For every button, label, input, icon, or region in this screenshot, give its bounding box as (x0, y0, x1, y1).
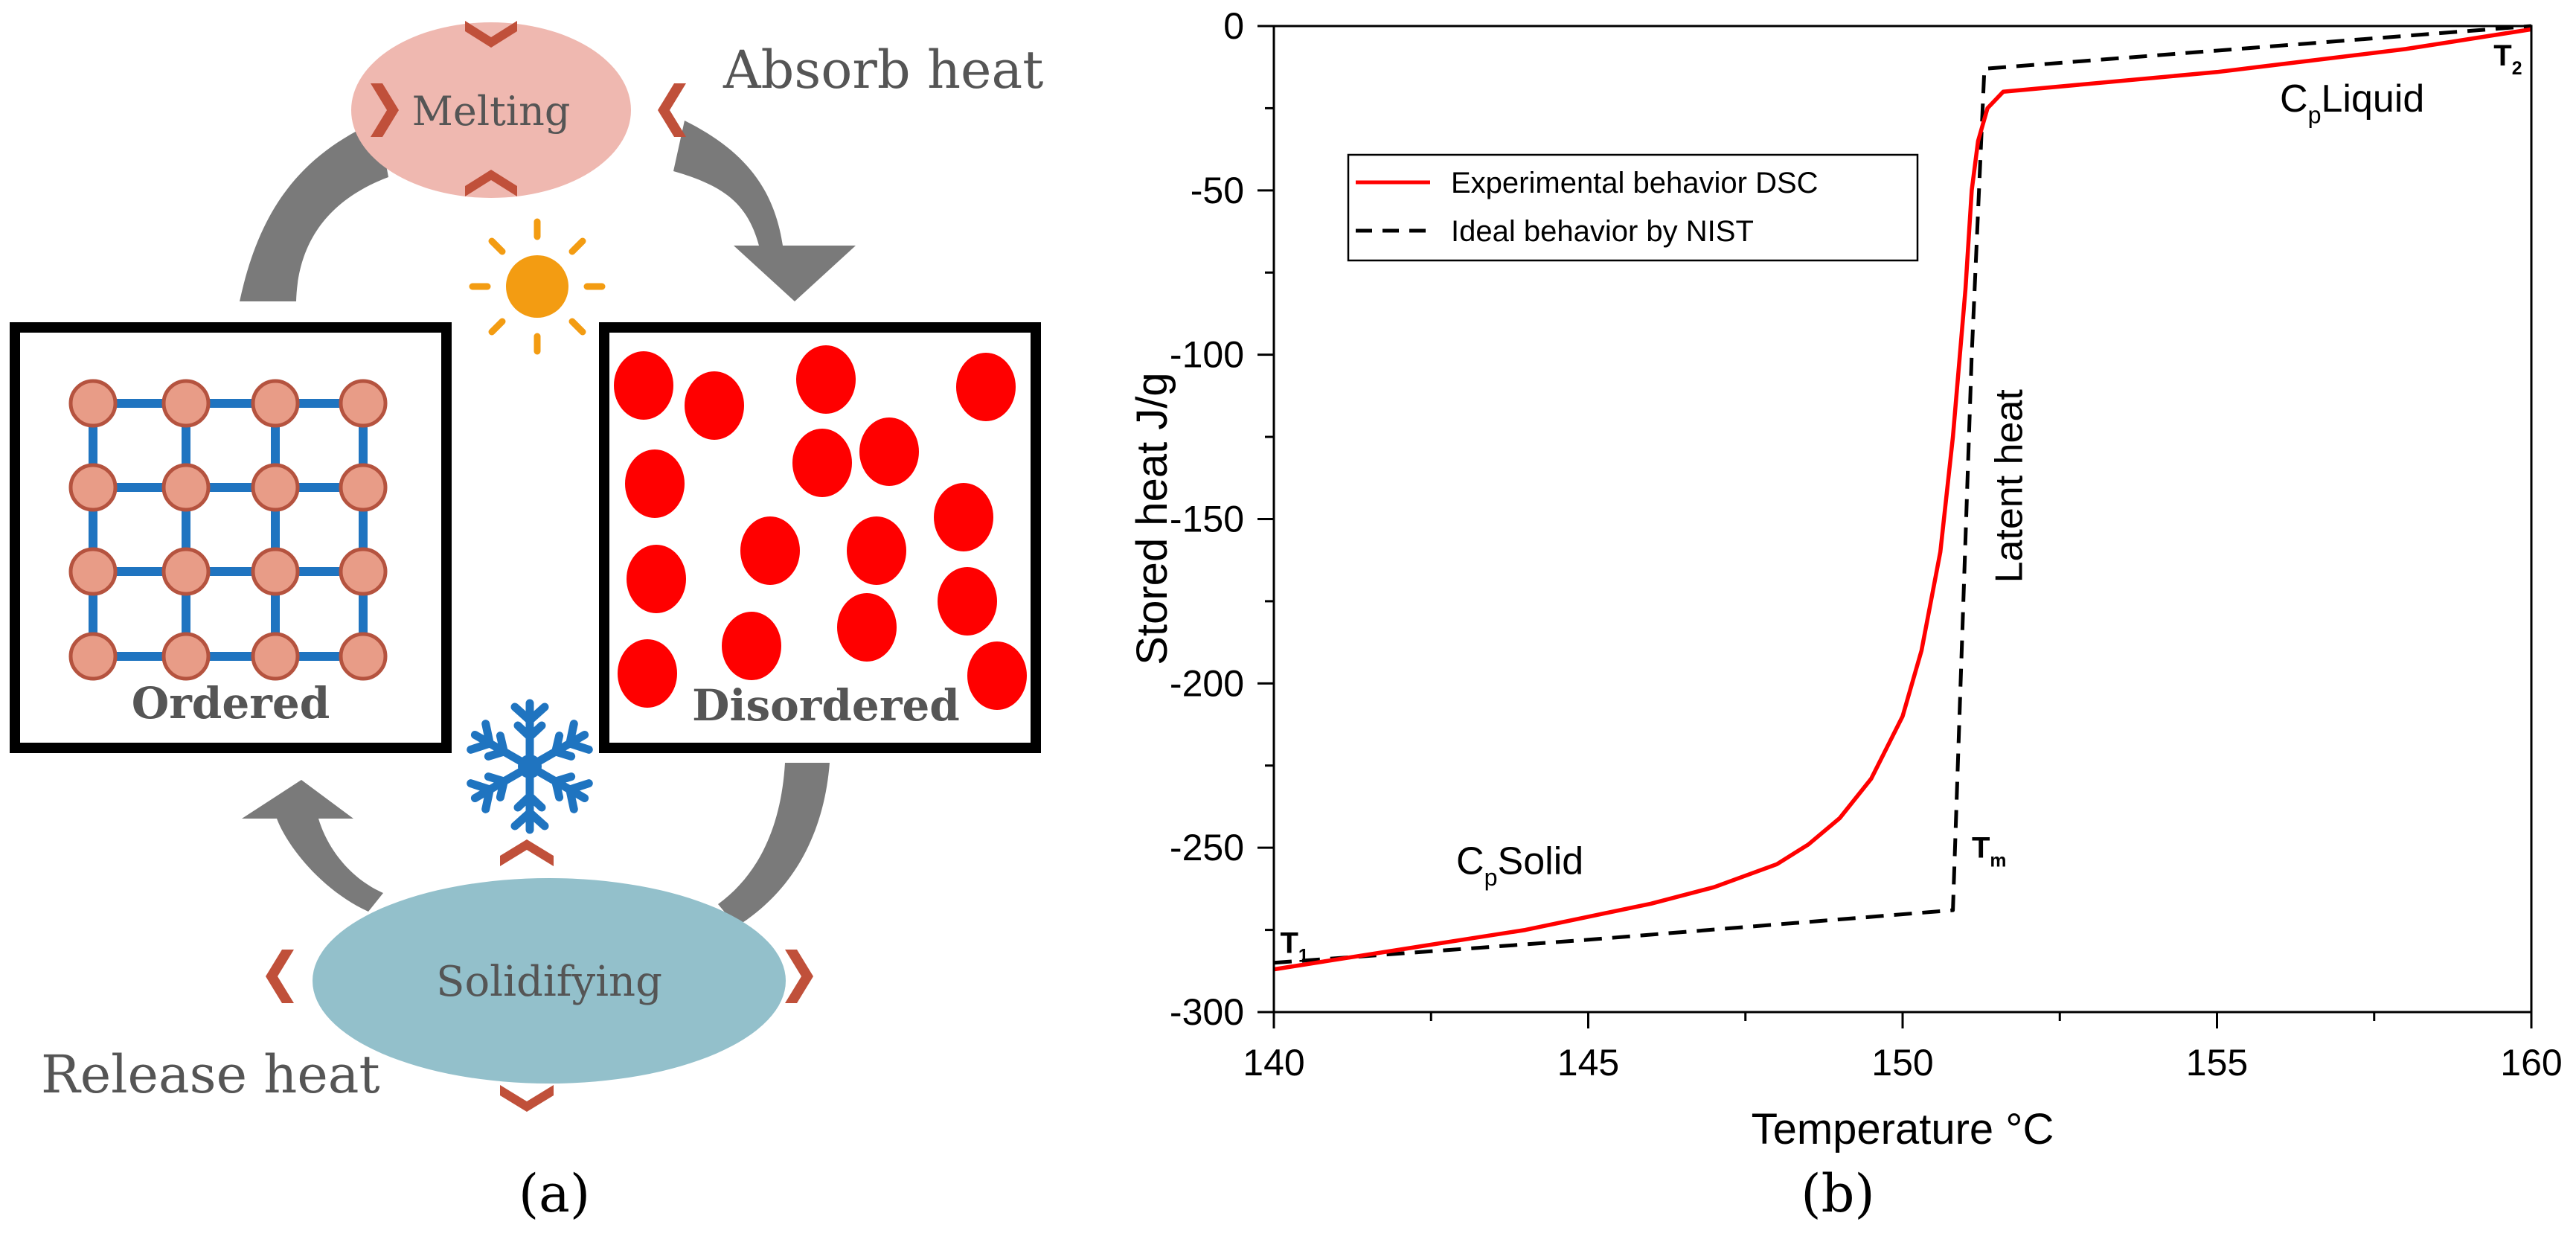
chart-annotations: T1 T2 Tm CpSolid CpLiquid Latent heat (1280, 39, 2522, 967)
particle (722, 612, 781, 680)
y-axis-label: Stored heat J/g (1128, 372, 1176, 665)
legend-label-experimental: Experimental behavior DSC (1451, 167, 1819, 199)
particle (627, 545, 686, 613)
caption-b: (b) (1801, 1163, 1874, 1224)
disordered-particles (614, 345, 1027, 710)
chevron-up-icon (500, 839, 554, 866)
lattice-node (68, 632, 118, 681)
sun-icon (469, 218, 606, 355)
particle (938, 567, 997, 636)
legend-label-ideal: Ideal behavior by NIST (1451, 215, 1754, 248)
lattice-node (339, 463, 388, 512)
ordered-label: Ordered (132, 678, 330, 729)
cycle-arrow-icon (673, 121, 856, 301)
particle (837, 593, 897, 662)
t2-label: T2 (2493, 39, 2522, 79)
lattice-node (251, 463, 300, 512)
particle (614, 351, 673, 420)
chevron-down-icon (465, 21, 517, 48)
series-line-ideal (1273, 24, 2532, 965)
lattice-node (161, 463, 211, 512)
y-tick-label: -150 (1170, 499, 1244, 540)
cycle-arrow-icon (242, 780, 383, 912)
particle (967, 641, 1027, 710)
y-tick-label: -250 (1170, 827, 1244, 868)
particle (956, 353, 1016, 421)
particle (685, 371, 744, 440)
ordered-lattice (68, 379, 388, 681)
cycle-arrow-icon (718, 763, 830, 926)
melting-bubble (351, 22, 631, 198)
particle (859, 417, 919, 486)
panel-b: 140 145 150 155 160 0 -50 -100 -150 -200 -250 -300… (1128, 5, 2563, 1224)
solidifying-bubble (313, 878, 786, 1084)
series-line-experimental (1273, 27, 2532, 972)
y-tick-label: 0 (1223, 5, 1244, 47)
disordered-label: Disordered (692, 680, 960, 731)
particle (625, 449, 685, 518)
lattice-node (251, 632, 300, 681)
lattice-node (251, 547, 300, 596)
absorb-heat-label: Absorb heat (723, 39, 1043, 100)
lattice-node (339, 379, 388, 428)
cycle-arrow-icon (240, 121, 388, 301)
particle (796, 345, 856, 414)
y-tick-label: -200 (1170, 662, 1244, 704)
latent-heat-label: Latent heat (1988, 389, 2031, 583)
chevron-up-icon (465, 170, 517, 196)
chevron-down-icon (500, 1085, 554, 1112)
tm-label: Tm (1972, 831, 2007, 871)
lattice-node (68, 547, 118, 596)
particle (934, 483, 993, 551)
y-axis: 0 -50 -100 -150 -200 -250 -300 (1170, 5, 1274, 1033)
legend-box (1347, 153, 1919, 262)
caption-a: (a) (519, 1163, 590, 1224)
x-axis-label: Temperature °C (1752, 1105, 2054, 1153)
legend: Experimental behavior DSC Ideal behavior… (1347, 153, 1919, 262)
lattice-node (161, 547, 211, 596)
lattice-node (339, 632, 388, 681)
lattice-node (251, 379, 300, 428)
x-tick-label: 145 (1557, 1042, 1619, 1084)
x-tick-label: 160 (2500, 1042, 2562, 1084)
x-tick-label: 155 (2186, 1042, 2248, 1084)
panel-a: Melting Absorb heat Ordered (10, 21, 1043, 1224)
lattice-node (161, 632, 211, 681)
t1-label: T1 (1280, 927, 1308, 967)
particle (740, 516, 800, 585)
cp-liquid-label: CpLiquid (2280, 77, 2424, 129)
particle (847, 516, 906, 585)
chevron-left-icon (658, 83, 686, 137)
melting-label: Melting (412, 88, 571, 135)
y-tick-label: -100 (1170, 334, 1244, 376)
lattice-node (161, 379, 211, 428)
cp-solid-label: CpSolid (1456, 840, 1583, 892)
x-tick-label: 150 (1871, 1042, 1933, 1084)
particle (792, 429, 852, 497)
solidifying-label: Solidifying (436, 958, 662, 1006)
lattice-node (68, 463, 118, 512)
lattice-node (68, 379, 118, 428)
y-tick-label: -300 (1170, 991, 1244, 1033)
x-tick-label: 140 (1243, 1042, 1304, 1084)
particle (618, 639, 677, 708)
chart-plot-area (1273, 24, 2532, 972)
release-heat-label: Release heat (41, 1044, 380, 1105)
lattice-node (339, 547, 388, 596)
x-axis: 140 145 150 155 160 (1243, 1012, 2563, 1084)
chevron-left-icon (266, 950, 294, 1003)
chevron-right-icon (785, 950, 813, 1003)
y-tick-label: -50 (1191, 170, 1244, 211)
snowflake-icon (467, 699, 593, 834)
chevron-right-icon (371, 83, 399, 137)
